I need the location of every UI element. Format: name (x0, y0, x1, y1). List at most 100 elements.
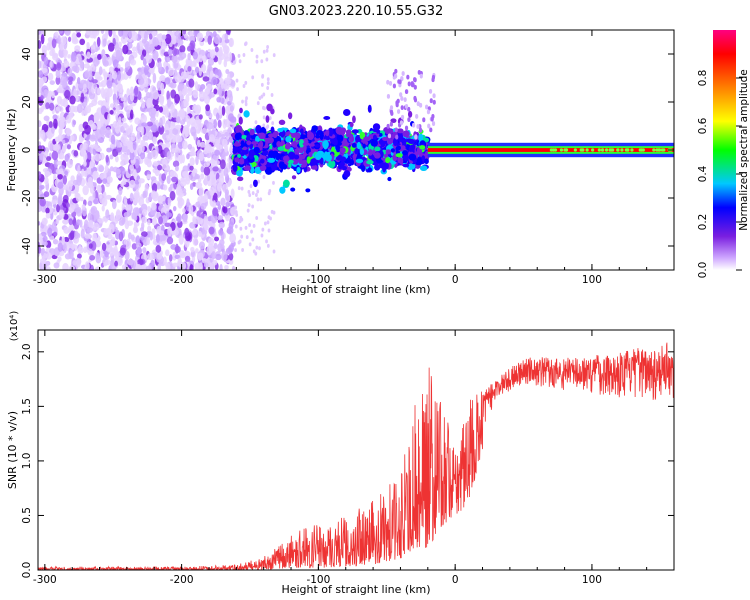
spectrogram-noise-blob (145, 265, 153, 270)
spectrogram-noise-blob (136, 42, 140, 52)
spectrogram-band-blob (408, 145, 413, 153)
spectrogram-noise-blob (251, 204, 255, 209)
spectrogram-noise-blob (161, 34, 167, 40)
spectrogram-band-blob (383, 162, 389, 170)
spectrogram-noise-blob (119, 87, 124, 94)
spectrogram-noise-blob (40, 227, 46, 233)
spectrogram-noise-blob (116, 70, 122, 81)
spectrogram-noise-blob (39, 237, 43, 245)
spectrogram-band-blob (386, 128, 394, 135)
spectrogram-noise-blob (52, 231, 58, 237)
spectrogram-noise-blob (186, 45, 192, 52)
spectrogram-noise-blob (79, 61, 85, 69)
spectrogram-noise-blob (182, 88, 187, 97)
spectrogram-noise-blob (129, 109, 134, 120)
spectrogram-noise-blob (244, 99, 248, 104)
colorbar-tick-label-4: 0.8 (697, 70, 709, 87)
spectrogram-band-blob (319, 157, 324, 165)
spectrogram-noise-blob (270, 92, 274, 97)
spectrogram-noise-blob (256, 189, 260, 194)
spectrogram-band-blob (282, 155, 290, 163)
spectrogram-noise-blob (104, 117, 109, 125)
spectrogram-noise-blob (43, 56, 49, 66)
spectrogram-noise-blob (57, 256, 62, 262)
spectrogram-band-blob (411, 82, 415, 88)
spectrogram-noise-blob (219, 239, 225, 246)
spectrogram-noise-blob (171, 143, 177, 149)
spectrogram-noise-blob (263, 221, 267, 226)
spectrogram-noise-blob (202, 76, 210, 82)
spectrogram-band-blob (314, 152, 322, 160)
spectrogram-noise-blob (66, 144, 71, 150)
spectrogram-noise-blob (172, 134, 177, 144)
spectrogram-noise-blob (211, 251, 217, 260)
spectrogram-noise-blob (64, 89, 71, 99)
spectrogram-noise-blob (77, 246, 84, 254)
spectrogram-band-blob (402, 163, 410, 168)
spectrogram-noise-blob (78, 123, 84, 133)
spectrogram-noise-blob (115, 210, 122, 221)
spectrogram-carrier-blob (597, 148, 601, 152)
spectrogram-noise-blob (168, 254, 173, 262)
spectrogram-band-blob (397, 145, 402, 151)
spectrogram-noise-blob (225, 201, 230, 208)
spectrogram-noise-blob (220, 197, 226, 207)
spectrogram-noise-blob (128, 30, 133, 38)
spectrogram-noise-blob (260, 94, 264, 99)
spectrogram-noise-blob (142, 247, 147, 253)
spectrogram-noise-blob (244, 225, 248, 230)
spectrogram-noise-blob (195, 248, 199, 254)
snr-y-ticks: 0.0 0.5 1.0 1.5 2.0 (21, 343, 674, 578)
spectrogram-noise-blob (212, 30, 217, 38)
spectrogram-band-blob (305, 188, 311, 193)
spectrogram-noise-blob (148, 196, 153, 202)
spectrogram-noise-blob (103, 228, 108, 236)
spectrogram-noise-blob (188, 78, 195, 88)
spectrogram-noise-blob (144, 183, 149, 192)
spectrogram-noise-blob (184, 255, 191, 263)
spectrogram-noise-blob (84, 32, 91, 39)
spectrogram-band-blob (291, 175, 297, 180)
spectrogram-noise-blob (109, 109, 114, 115)
spectrogram-band-blob (389, 121, 393, 127)
spectrogram-noise-blob (138, 196, 145, 207)
spectrogram-x-ticks-label-4: 100 (582, 274, 602, 286)
spectrogram-noise-blob (107, 113, 111, 124)
snr-x-ticks-label-4: 100 (582, 574, 602, 586)
colorbar-tick-label-1: 0.2 (697, 214, 709, 231)
spectrogram-noise-blob (192, 215, 196, 225)
spectrogram-noise-blob (254, 120, 258, 125)
spectrogram-noise-blob (239, 215, 243, 220)
spectrogram-noise-blob (106, 176, 113, 184)
spectrogram-noise-blob (228, 258, 234, 265)
spectrogram-band-blob (340, 161, 345, 167)
spectrogram-noise-blob (198, 67, 202, 77)
spectrogram-noise-blob (90, 207, 96, 215)
spectrogram-noise-blob (214, 46, 219, 53)
spectrogram-noise-blob (100, 87, 105, 98)
spectrogram-noise-blob (217, 203, 222, 211)
spectrogram-noise-blob (59, 152, 65, 160)
spectrogram-noise-blob (266, 44, 270, 49)
spectrogram-noise-blob (96, 36, 101, 47)
spectrogram-noise-blob (80, 228, 85, 239)
spectrogram-noise-blob (47, 72, 54, 81)
spectrogram-noise-blob (150, 190, 157, 200)
spectrogram-noise-blob (181, 140, 188, 150)
spectrogram-band-blob (401, 71, 405, 76)
spectrogram-noise-blob (70, 230, 75, 240)
spectrogram-noise-blob (86, 227, 93, 233)
spectrogram-noise-blob (134, 214, 138, 221)
spectrogram-noise-blob (131, 46, 137, 52)
spectrogram-x-ticks-label-3: 0 (452, 274, 459, 286)
spectrogram-noise-blob (89, 134, 96, 142)
spectrogram-noise-blob (164, 107, 170, 118)
spectrogram-noise-blob (230, 188, 235, 199)
spectrogram-noise-blob (147, 252, 154, 261)
spectrogram-noise-blob (47, 227, 53, 238)
spectrogram-noise-blob (197, 230, 202, 237)
spectrogram-band-blob (386, 93, 391, 99)
spectrogram-band-blob (417, 69, 421, 75)
spectrogram-noise-blob (56, 203, 61, 213)
spectrogram-noise-blob (249, 184, 253, 189)
